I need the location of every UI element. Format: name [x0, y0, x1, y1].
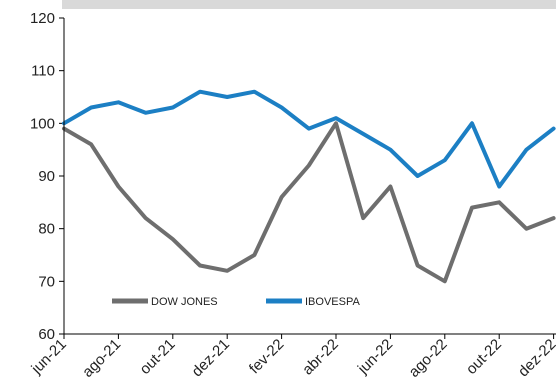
x-tick-label: dez-22 — [515, 336, 556, 380]
x-tick-label: jun-22 — [354, 336, 396, 378]
x-tick-label: ago-22 — [406, 336, 451, 381]
x-tick-label: dez-21 — [189, 336, 233, 380]
y-tick-label: 100 — [30, 115, 55, 132]
y-tick-label: 90 — [38, 168, 55, 185]
y-tick-label: 110 — [31, 63, 55, 80]
series-layer — [62, 89, 556, 284]
legend-label-dow-jones: DOW JONES — [151, 296, 218, 308]
top-band — [62, 0, 556, 9]
x-tick-label: out-21 — [137, 336, 179, 378]
y-tick-label: 120 — [30, 10, 55, 27]
x-tick-label: abr-22 — [299, 336, 342, 379]
y-tick-label: 80 — [38, 221, 55, 238]
legend-label-ibovespa: IBOVESPA — [305, 296, 360, 308]
x-tick-label: out-22 — [463, 336, 505, 378]
x-tick-label: ago-21 — [79, 336, 124, 381]
y-tick-label: 60 — [38, 326, 55, 343]
legend: DOW JONES IBOVESPA — [112, 296, 360, 308]
x-tick-label: fev-22 — [246, 336, 288, 378]
series-line-dow-jones — [62, 121, 556, 284]
y-tick-label: 70 — [38, 273, 55, 290]
series-line-ibovespa — [62, 89, 556, 189]
y-axis-ticks: 60 70 80 90 100 110 120 — [30, 10, 64, 343]
x-axis-ticks: jun-21 ago-21 out-21 dez-21 fev-22 abr-22 jun-… — [28, 334, 556, 381]
